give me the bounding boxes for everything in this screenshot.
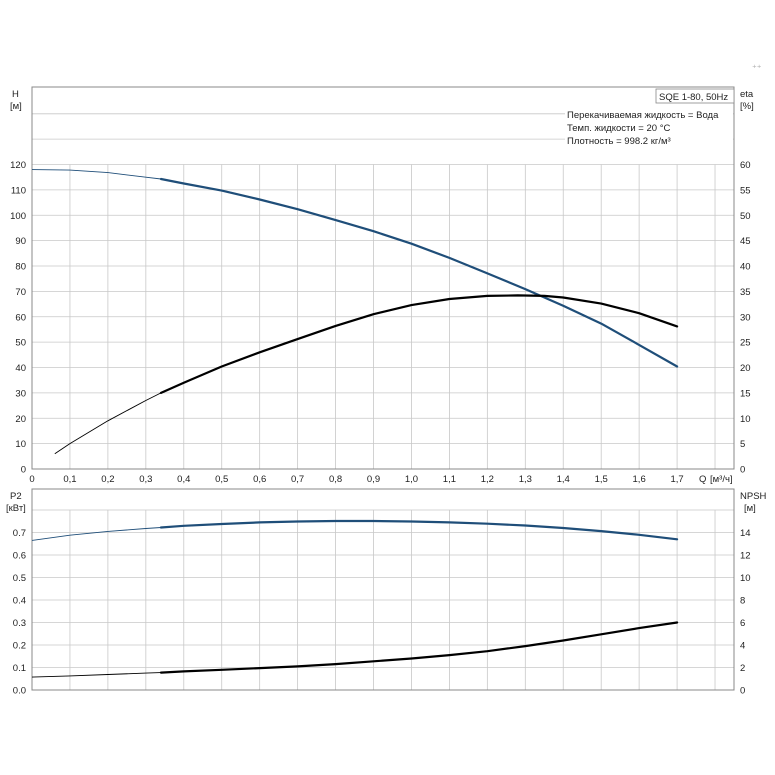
info-temperature: Темп. жидкости = 20 °C <box>567 123 670 134</box>
x-tick-label: 0,7 <box>291 474 304 485</box>
head-tick-labels: 0 10 20 30 40 50 60 70 80 90 100 110 120 <box>10 160 26 476</box>
y-right-tick-label: 5 <box>740 439 745 450</box>
npsh-axis-label: NPSH <box>740 491 767 502</box>
head-axis-unit: [м] <box>10 101 22 112</box>
y-right-tick-label: 12 <box>740 551 751 562</box>
info-density: Плотность = 998.2 кг/м³ <box>567 136 671 147</box>
series-0-operating-line <box>159 177 679 368</box>
y-right-tick-label: 10 <box>740 414 751 425</box>
series-1-extended-line <box>54 392 162 455</box>
y-right-tick-label: 8 <box>740 596 745 607</box>
x-tick-label: 0 <box>29 474 34 485</box>
model-label: SQE 1-80, 50Hz <box>659 92 728 103</box>
y-left-tick-label: 0.6 <box>13 551 26 562</box>
y-left-tick-label: 0.2 <box>13 641 26 652</box>
y-right-tick-label: 25 <box>740 338 751 349</box>
flow-axis-label: Q <box>699 474 706 485</box>
y-right-tick-label: 50 <box>740 211 751 222</box>
npsh-tick-labels: 0 2 4 6 8 10 12 14 <box>740 528 751 697</box>
y-left-tick-label: 90 <box>15 236 26 247</box>
y-left-tick-label: 20 <box>15 414 26 425</box>
y-left-tick-label: 60 <box>15 312 26 323</box>
y-right-tick-label: 45 <box>740 236 751 247</box>
series-0-extended-line <box>31 169 162 180</box>
x-tick-label: 1,1 <box>443 474 456 485</box>
series-0-operating-line <box>159 519 679 541</box>
performance-curves <box>31 169 679 455</box>
power-npsh-curves <box>31 519 679 678</box>
x-tick-label: 1,2 <box>481 474 494 485</box>
y-left-tick-label: 100 <box>10 211 26 222</box>
x-tick-label: 1,7 <box>670 474 683 485</box>
model-legend-box <box>655 88 735 104</box>
performance-plot-frame <box>31 86 735 470</box>
x-tick-label: 1,4 <box>557 474 570 485</box>
y-left-tick-label: 70 <box>15 287 26 298</box>
y-left-tick-label: 0.5 <box>13 573 26 584</box>
y-left-tick-label: 30 <box>15 388 26 399</box>
power-npsh-panel: P2 [кВт] NPSH [м] 0.00.10.20.30.40.50.60… <box>6 488 767 697</box>
x-tick-label: 0,3 <box>139 474 152 485</box>
power-axis-unit: [кВт] <box>6 503 26 514</box>
y-right-tick-label: 4 <box>740 641 745 652</box>
y-left-tick-label: 110 <box>11 185 26 196</box>
y-left-tick-label: 0.3 <box>13 618 26 629</box>
y-left-tick-label: 0 <box>21 465 26 476</box>
npsh-axis-unit: [м] <box>744 503 756 514</box>
x-tick-label: 1,5 <box>595 474 608 485</box>
y-right-tick-label: 10 <box>740 573 751 584</box>
y-right-tick-label: 55 <box>740 185 751 196</box>
y-left-tick-label: 10 <box>15 439 26 450</box>
x-tick-label: 0,5 <box>215 474 228 485</box>
flow-axis-unit: [м³/ч] <box>710 474 733 485</box>
y-left-tick-label: 40 <box>15 363 26 374</box>
performance-panel: H [м] eta [%] 01020304050607080901001101… <box>10 86 754 485</box>
performance-grid <box>31 113 734 470</box>
y-left-tick-label: 0.0 <box>13 686 26 697</box>
y-right-tick-label: 6 <box>740 618 745 629</box>
info-block-bg <box>565 104 733 146</box>
x-tick-label: 1,0 <box>405 474 418 485</box>
y-right-tick-label: 2 <box>740 663 745 674</box>
power-axis-label: P2 <box>10 491 22 502</box>
y-left-tick-label: 0.1 <box>13 663 26 674</box>
head-axis-label: H <box>12 89 19 100</box>
y-right-tick-label: 30 <box>740 312 751 323</box>
flow-tick-labels: 0 0,1 0,2 0,3 0,4 0,5 0,6 0,7 0,8 0,9 1,0 1,1 1,2 1,3… <box>29 474 683 485</box>
efficiency-axis-unit: [%] <box>740 101 754 112</box>
y-left-tick-label: 120 <box>10 160 26 171</box>
x-tick-label: 0,1 <box>63 474 76 485</box>
y-right-tick-label: 14 <box>740 528 751 539</box>
efficiency-tick-labels: 0 5 10 15 20 25 30 35 40 45 50 55 60 <box>740 160 751 476</box>
y-left-tick-label: 80 <box>15 262 26 273</box>
y-right-tick-label: 40 <box>740 262 751 273</box>
x-tick-label: 0,6 <box>253 474 266 485</box>
series-0-extended-line <box>31 527 162 541</box>
series-1-operating-line <box>159 621 679 674</box>
x-tick-label: 1,6 <box>633 474 646 485</box>
series-1-operating-line <box>159 294 679 394</box>
efficiency-axis-label: eta <box>740 89 754 100</box>
y-left-tick-label: 50 <box>15 338 26 349</box>
y-left-tick-label: 0.7 <box>13 528 26 539</box>
x-tick-label: 0,8 <box>329 474 342 485</box>
power-tick-labels: 0.0 0.1 0.2 0.3 0.4 0.5 0.6 0.7 <box>13 528 26 697</box>
x-tick-label: 1,3 <box>519 474 532 485</box>
info-liquid: Перекачиваемая жидкость = Вода <box>567 110 719 121</box>
y-left-tick-label: 0.4 <box>13 596 26 607</box>
corner-mark-icon: ⁺⁺ <box>752 64 762 74</box>
x-tick-label: 0,2 <box>101 474 114 485</box>
power-npsh-grid <box>31 509 734 691</box>
y-right-tick-label: 60 <box>740 160 751 171</box>
y-right-tick-label: 20 <box>740 363 751 374</box>
y-right-tick-label: 0 <box>740 465 745 476</box>
x-tick-label: 0,4 <box>177 474 190 485</box>
y-right-tick-label: 0 <box>740 686 745 697</box>
x-tick-label: 0,9 <box>367 474 380 485</box>
power-npsh-plot-frame <box>31 488 735 691</box>
y-right-tick-label: 35 <box>740 287 751 298</box>
series-1-extended-line <box>31 672 162 678</box>
y-right-tick-label: 15 <box>740 388 751 399</box>
